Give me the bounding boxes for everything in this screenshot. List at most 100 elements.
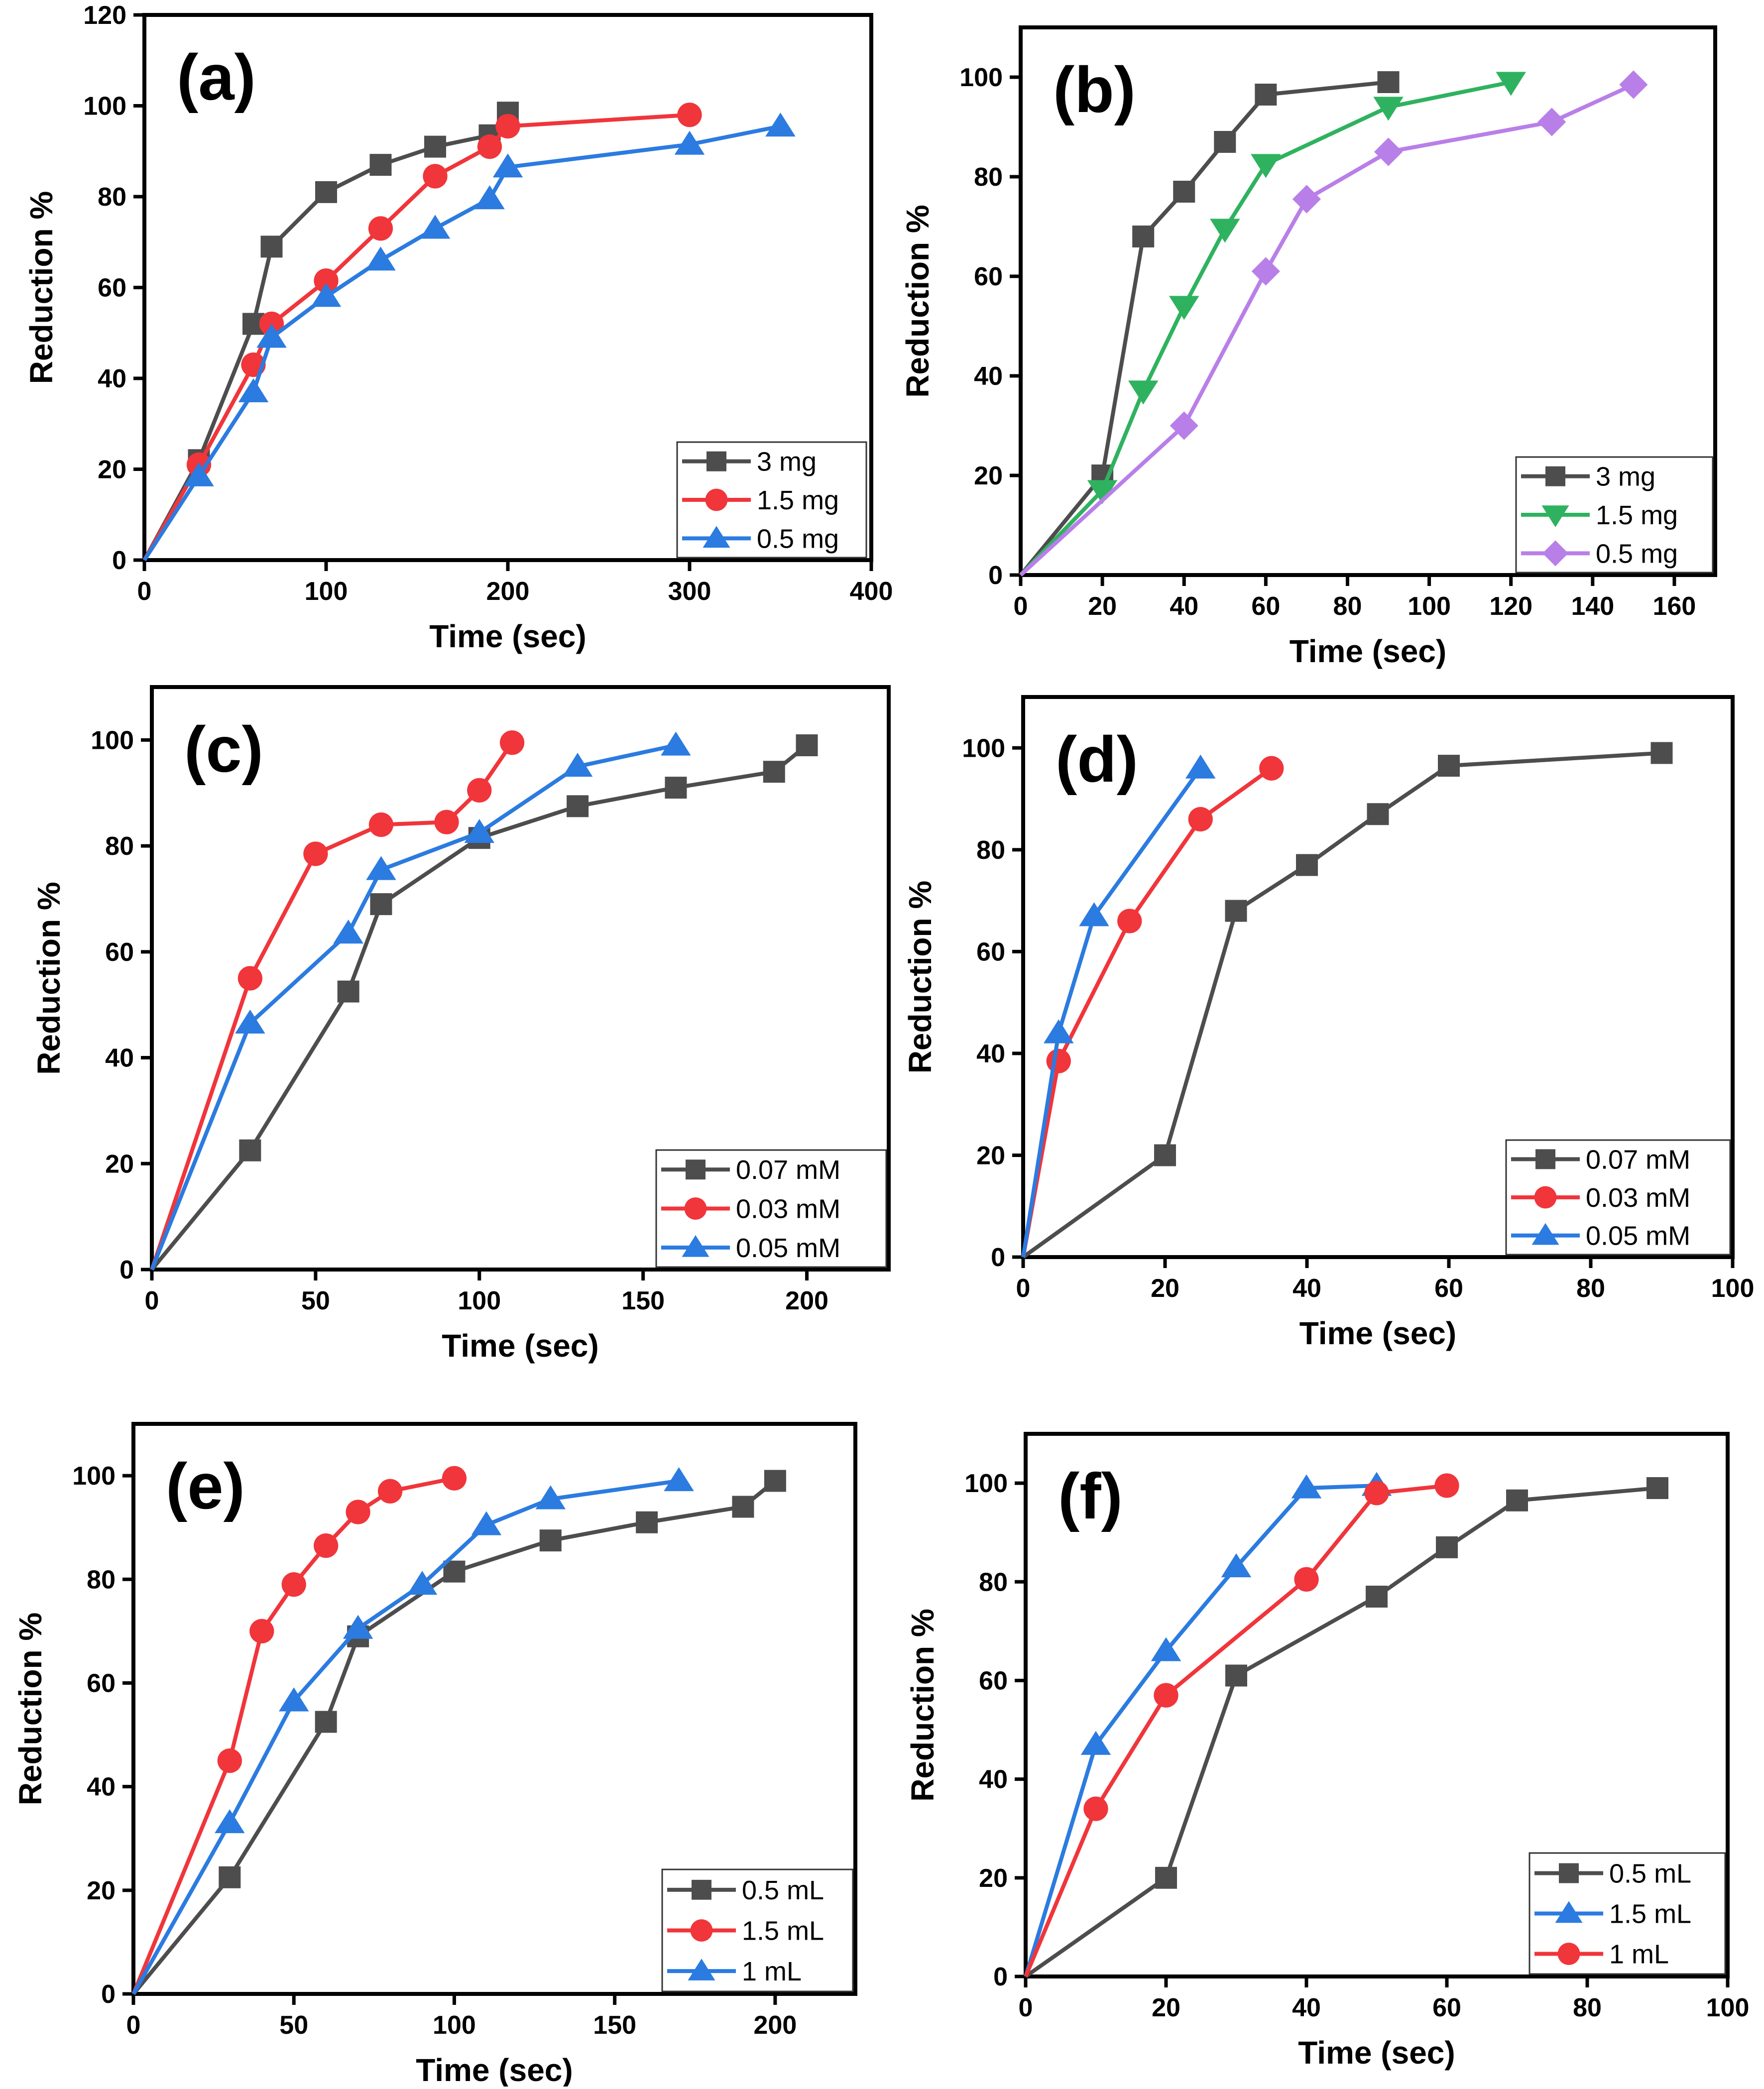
data-point: [443, 1560, 466, 1583]
y-tick-label: 80: [98, 183, 126, 212]
series-2: [142, 103, 702, 561]
y-tick-label: 80: [87, 1565, 116, 1594]
series-3: [131, 1467, 694, 1995]
data-point: [315, 181, 337, 203]
legend-marker: [690, 1919, 713, 1942]
data-point: [1046, 1048, 1071, 1073]
data-point: [1188, 807, 1213, 832]
data-point: [661, 731, 691, 756]
legend-label: 3 mg: [757, 447, 817, 477]
legend-marker: [1542, 540, 1568, 567]
data-point: [1377, 71, 1400, 93]
series-2: [150, 730, 525, 1271]
chart-panel-e: 0 50 100 150 200 0 20 40 60 80 100 Time (sec) Reduct…: [12, 1422, 857, 2088]
data-point: [442, 1466, 467, 1491]
data-point: [368, 216, 393, 241]
legend-label: 0.03 mM: [1586, 1183, 1690, 1213]
data-point: [1291, 1474, 1322, 1499]
data-point: [260, 235, 283, 258]
data-point: [1373, 97, 1404, 121]
data-point: [238, 378, 269, 402]
data-point: [1251, 154, 1281, 178]
data-point: [1087, 480, 1118, 504]
y-axis-title: Reduction %: [905, 1609, 941, 1802]
data-point: [1128, 380, 1159, 405]
data-point: [1650, 742, 1673, 764]
data-point: [562, 753, 593, 777]
data-point: [1132, 226, 1155, 247]
y-tick-label: 40: [976, 1040, 1005, 1068]
legend-marker: [1534, 1186, 1557, 1209]
x-tick-label: 50: [279, 2011, 308, 2040]
data-point: [464, 819, 495, 843]
data-point: [1225, 900, 1247, 922]
legend-label: 0.5 mL: [1609, 1859, 1691, 1889]
series-line: [131, 1479, 680, 1995]
legend-label: 0.07 mM: [736, 1155, 840, 1185]
x-tick-label: 20: [1151, 1274, 1179, 1303]
y-tick-label: 40: [87, 1773, 116, 1802]
legend-label: 0.05 mM: [1586, 1221, 1690, 1251]
series-line: [1019, 80, 1512, 577]
x-axis-title: Time (sec): [429, 618, 586, 654]
y-tick-label: 0: [112, 546, 126, 575]
data-point: [423, 164, 448, 189]
data-point: [1170, 411, 1198, 440]
data-point: [535, 1485, 566, 1509]
series-3: [1024, 1473, 1459, 1977]
legend: 0.07 mM 0.03 mM 0.05 mM: [655, 1149, 887, 1268]
y-tick-label: 100: [959, 63, 1003, 92]
x-tick-label: 80: [1573, 1993, 1602, 2022]
data-point: [424, 135, 446, 158]
x-tick-label: 0: [1016, 1274, 1031, 1303]
data-point: [1079, 902, 1109, 927]
x-tick-label: 100: [1408, 592, 1451, 621]
panel-label: (b): [1053, 53, 1136, 126]
data-point: [1225, 1664, 1247, 1687]
data-point: [765, 113, 796, 137]
y-axis-title: Reduction %: [900, 205, 936, 398]
y-tick-label: 60: [976, 937, 1005, 966]
plot-frame: [1024, 1432, 1730, 1978]
x-tick-label: 0: [145, 1286, 159, 1315]
x-tick-label: 20: [1152, 1993, 1180, 2022]
data-point: [365, 246, 396, 271]
series-2: [1024, 1472, 1392, 1977]
data-point: [239, 1139, 261, 1161]
data-point: [674, 130, 705, 155]
y-tick-label: 120: [83, 1, 126, 30]
series-3: [1019, 70, 1648, 577]
data-point: [184, 462, 214, 486]
y-tick-label: 0: [101, 1980, 116, 2009]
x-tick-label: 150: [621, 1286, 665, 1315]
y-axis-title: Reduction %: [31, 882, 67, 1075]
data-point: [343, 1615, 373, 1639]
data-point: [1255, 84, 1277, 106]
panel-label: (e): [166, 1450, 245, 1522]
legend-marker: [684, 1197, 707, 1220]
y-tick-label: 100: [72, 1462, 116, 1491]
y-tick-label: 100: [962, 734, 1005, 763]
data-point: [467, 778, 492, 803]
x-tick-label: 40: [1292, 1993, 1321, 2022]
x-tick-label: 100: [1711, 1274, 1755, 1303]
y-tick-label: 100: [964, 1469, 1008, 1498]
data-point: [732, 1496, 754, 1518]
data-point: [1154, 1144, 1176, 1166]
series-3: [150, 731, 691, 1271]
data-point: [763, 761, 785, 783]
data-point: [311, 283, 342, 307]
series-3: [1021, 754, 1216, 1258]
data-point: [217, 1748, 242, 1773]
y-tick-label: 0: [988, 561, 1003, 590]
x-tick-label: 120: [1489, 592, 1532, 621]
x-tick-label: 50: [301, 1286, 330, 1315]
x-tick-label: 40: [1293, 1274, 1321, 1303]
data-point: [370, 893, 392, 916]
data-point: [368, 812, 394, 837]
data-point: [495, 114, 520, 139]
panel-label: (f): [1058, 1460, 1123, 1532]
data-point: [1506, 1489, 1528, 1511]
chart-panel-f: 0 20 40 60 80 100 0 20 40 60 80 100 Time (sec) Reduct…: [905, 1432, 1749, 2071]
